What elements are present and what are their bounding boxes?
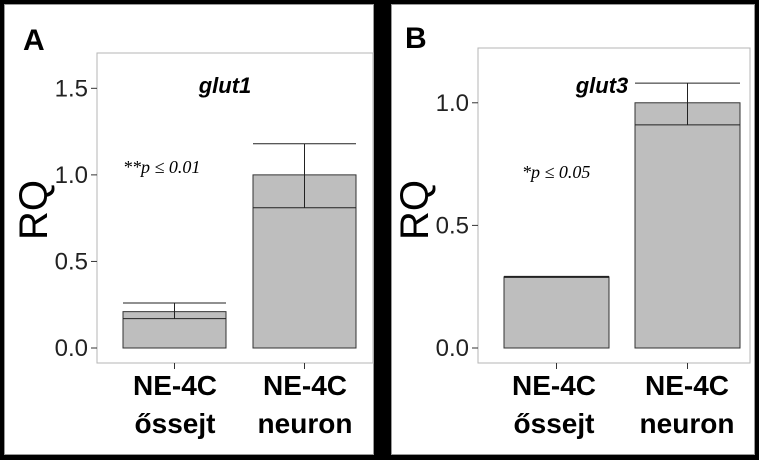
category-label-line2: neuron xyxy=(640,408,735,439)
gene-title: glut3 xyxy=(575,73,629,98)
category-label-line1: NE-4C xyxy=(645,370,729,401)
p-value-annotation: **p ≤ 0.01 xyxy=(123,157,200,177)
y-tick-label: 1.0 xyxy=(55,162,88,189)
category-label-line1: NE-4C xyxy=(512,370,596,401)
y-tick-label: 0.0 xyxy=(436,335,469,362)
y-tick-label: 1.0 xyxy=(436,90,469,117)
y-tick-label: 0.5 xyxy=(55,248,88,275)
bar xyxy=(634,102,741,349)
panel-letter: B xyxy=(405,22,427,55)
y-axis-label: RQ xyxy=(393,180,437,240)
chart-b: B RQ 0.0 0.5 1.0 glut3 *p ≤ 0.05 NE-4C őssejt NE-… xyxy=(393,22,751,439)
panel-b: B RQ 0.0 0.5 1.0 glut3 *p ≤ 0.05 NE-4C őssejt NE-… xyxy=(391,4,755,455)
gene-title: glut1 xyxy=(198,73,252,98)
panel-letter: A xyxy=(23,24,45,57)
category-label-line2: őssejt xyxy=(514,408,595,439)
y-tick-label: 0.5 xyxy=(436,212,469,239)
bar xyxy=(503,276,610,349)
y-tick-label: 1.5 xyxy=(55,75,88,102)
category-label-line1: NE-4C xyxy=(263,370,347,401)
category-label-line1: NE-4C xyxy=(133,370,217,401)
category-label-line2: őssejt xyxy=(135,408,216,439)
category-label-line2: neuron xyxy=(258,408,353,439)
panel-a: A RQ 0.0 0.5 1.0 1.5 glut1 **p ≤ 0.01 NE-4C őssej… xyxy=(4,4,374,455)
y-axis-label: RQ xyxy=(12,180,56,240)
chart-a: A RQ 0.0 0.5 1.0 1.5 glut1 **p ≤ 0.01 NE-4C őssej… xyxy=(12,24,374,439)
p-value-annotation: *p ≤ 0.05 xyxy=(522,162,590,182)
y-tick-label: 0.0 xyxy=(55,335,88,362)
